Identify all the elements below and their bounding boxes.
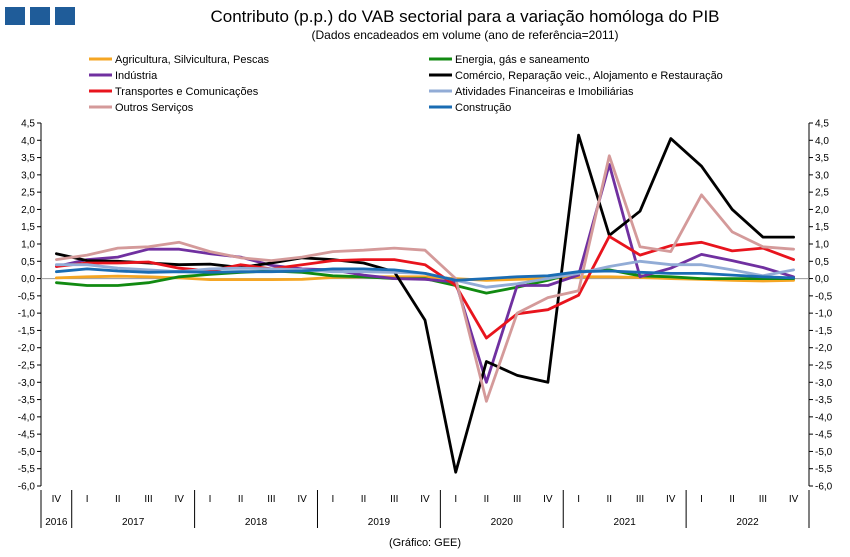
x-quarter-label: II	[115, 494, 121, 505]
y-tick-label-left: -3,5	[18, 395, 36, 406]
legend-label: Comércio, Reparação veic., Alojamento e …	[455, 70, 723, 82]
x-quarter-label: I	[577, 494, 580, 505]
y-tick-label-left: -2,5	[18, 361, 36, 372]
y-tick-label-right: 0,0	[815, 274, 829, 285]
y-tick-label-left: 1,5	[21, 222, 35, 233]
y-tick-label-right: -3,0	[815, 378, 833, 389]
y-tick-label-left: 3,5	[21, 153, 35, 164]
x-year-label: 2018	[245, 517, 268, 528]
x-quarter-label: I	[700, 494, 703, 505]
x-quarter-label: III	[267, 494, 275, 505]
y-tick-label-left: 0,5	[21, 257, 35, 268]
logo-block-2	[30, 7, 50, 25]
x-year-label: 2020	[491, 517, 514, 528]
y-tick-label-left: -4,5	[18, 430, 36, 441]
x-quarter-label: I	[454, 494, 457, 505]
y-tick-label-right: 2,0	[815, 205, 829, 216]
y-tick-label-left: -2,0	[18, 343, 36, 354]
y-tick-label-left: -1,0	[18, 309, 36, 320]
x-year-label: 2019	[368, 517, 391, 528]
x-quarter-label: I	[331, 494, 334, 505]
y-tick-label-right: 3,0	[815, 170, 829, 181]
y-tick-label-left: 2,5	[21, 188, 35, 199]
x-quarter-label: II	[729, 494, 735, 505]
x-quarter-label: IV	[52, 494, 62, 505]
y-tick-label-left: 4,0	[21, 136, 35, 147]
y-tick-label-left: 0,0	[21, 274, 35, 285]
x-quarter-label: III	[513, 494, 521, 505]
y-tick-label-right: -0,5	[815, 291, 833, 302]
series-line-construcao	[55, 267, 795, 282]
x-year-label: 2021	[614, 517, 637, 528]
x-year-label: 2017	[122, 517, 145, 528]
y-tick-label-right: 0,5	[815, 257, 829, 268]
x-quarter-label: I	[209, 494, 212, 505]
x-quarter-label: IV	[175, 494, 185, 505]
y-tick-label-left: -6,0	[18, 482, 36, 493]
y-tick-label-left: -0,5	[18, 291, 36, 302]
x-quarter-label: II	[238, 494, 244, 505]
y-tick-label-right: -5,5	[815, 464, 833, 475]
y-tick-label-left: -3,0	[18, 378, 36, 389]
y-tick-label-right: 1,5	[815, 222, 829, 233]
x-quarter-label: II	[484, 494, 490, 505]
y-tick-label-left: 1,0	[21, 240, 35, 251]
y-tick-label-right: 4,0	[815, 136, 829, 147]
legend-label: Agricultura, Silvicultura, Pescas	[115, 54, 270, 66]
x-quarter-label: IV	[543, 494, 553, 505]
logo-block-1	[5, 7, 25, 25]
y-tick-label-right: -2,0	[815, 343, 833, 354]
y-tick-label-right: 3,5	[815, 153, 829, 164]
x-quarter-label: III	[759, 494, 767, 505]
y-tick-label-right: -4,5	[815, 430, 833, 441]
x-year-label: 2016	[45, 517, 68, 528]
chart-title: Contributo (p.p.) do VAB sectorial para …	[210, 7, 720, 26]
y-tick-label-left: -1,5	[18, 326, 36, 337]
y-tick-label-right: -2,5	[815, 361, 833, 372]
x-quarter-label: II	[361, 494, 367, 505]
chart-source: (Gráfico: GEE)	[388, 537, 462, 549]
legend-label: Indústria	[115, 70, 158, 82]
legend-label: Energia, gás e saneamento	[455, 54, 590, 66]
y-tick-label-right: -5,0	[815, 447, 833, 458]
logo-block-3	[55, 7, 75, 25]
y-tick-label-right: -6,0	[815, 482, 833, 493]
y-tick-label-left: 3,0	[21, 170, 35, 181]
legend-label: Construção	[455, 102, 511, 114]
y-tick-label-right: 2,5	[815, 188, 829, 199]
series-line-outros-servicos	[55, 154, 795, 403]
legend-label: Atividades Financeiras e Imobiliárias	[455, 86, 634, 98]
y-tick-label-left: -4,0	[18, 412, 36, 423]
y-tick-label-left: 4,5	[21, 119, 35, 130]
y-tick-label-left: 2,0	[21, 205, 35, 216]
x-quarter-label: II	[607, 494, 613, 505]
x-quarter-label: IV	[297, 494, 307, 505]
y-tick-label-right: -3,5	[815, 395, 833, 406]
y-tick-label-right: 4,5	[815, 119, 829, 130]
series-line-comercio-reparacao-veic-alojamento-e-restauracao	[55, 133, 795, 474]
x-quarter-label: III	[144, 494, 152, 505]
y-tick-label-right: 1,0	[815, 240, 829, 251]
x-quarter-label: IV	[420, 494, 430, 505]
chart-subtitle: (Dados encadeados em volume (ano de refe…	[311, 28, 619, 42]
x-quarter-label: I	[86, 494, 89, 505]
x-year-label: 2022	[736, 517, 759, 528]
y-tick-label-left: -5,5	[18, 464, 36, 475]
legend-label: Outros Serviços	[115, 102, 194, 114]
x-quarter-label: IV	[789, 494, 799, 505]
y-tick-label-left: -5,0	[18, 447, 36, 458]
series-line-industria	[55, 163, 795, 384]
y-tick-label-right: -1,0	[815, 309, 833, 320]
x-quarter-label: III	[390, 494, 398, 505]
x-quarter-label: IV	[666, 494, 676, 505]
y-tick-label-right: -1,5	[815, 326, 833, 337]
legend-label: Transportes e Comunicações	[115, 86, 259, 98]
series-line-transportes-e-comunicacoes	[55, 234, 795, 340]
x-quarter-label: III	[636, 494, 644, 505]
y-tick-label-right: -4,0	[815, 412, 833, 423]
